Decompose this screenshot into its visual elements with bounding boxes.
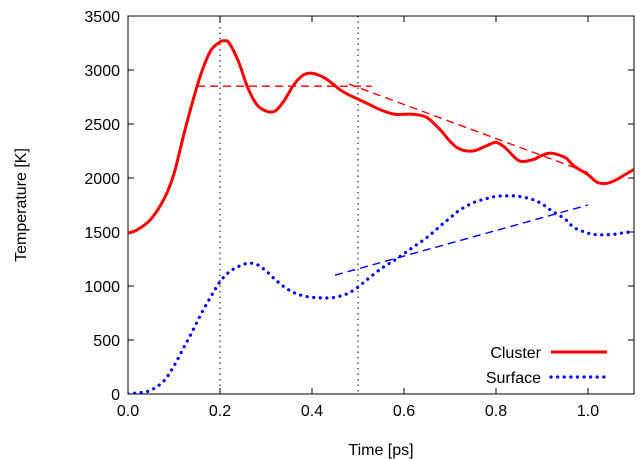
plot-frame [127,15,635,395]
x-tick-label: 0.4 [301,403,323,420]
trend-line-cluster [348,83,589,174]
y-axis-title: Temperature [K] [13,148,30,262]
x-tick-label: 0.6 [393,403,415,420]
y-tick-label: 1500 [84,225,120,242]
y-tick-label: 1000 [84,279,120,296]
y-tick-label: 3500 [84,9,120,26]
x-tick-label: 1.0 [577,403,599,420]
y-tick-label: 0 [111,387,120,404]
legend-label-surface: Surface [486,370,541,387]
x-axis-title: Time [ps] [348,442,413,459]
y-tick-label: 3000 [84,63,120,80]
series-line-cluster [128,39,634,235]
trend-line-surface [334,204,589,276]
x-tick-label: 0.0 [117,403,139,420]
series-line-surface [128,194,634,394]
y-tick-label: 2000 [84,171,120,188]
x-tick-label: 0.8 [485,403,507,420]
y-tick-label: 500 [93,333,120,350]
x-tick-label: 0.2 [209,403,231,420]
y-tick-label: 2500 [84,117,120,134]
legend-label-cluster: Cluster [490,345,541,362]
